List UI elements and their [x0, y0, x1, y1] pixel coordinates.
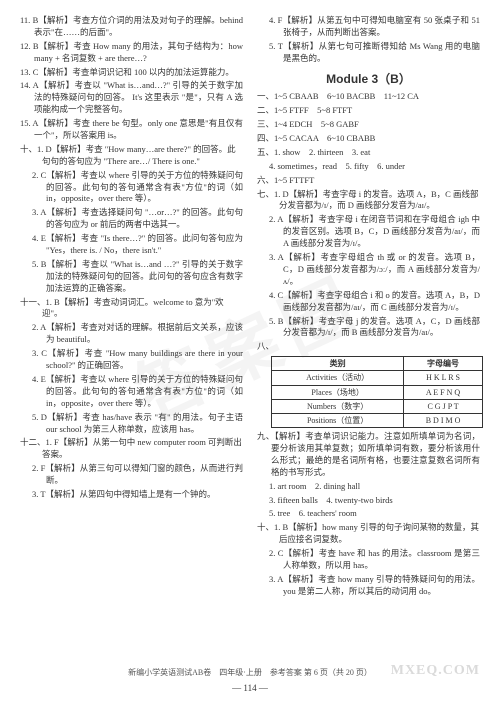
right-column: 4. F【解析】从第五句中可得知电脑室有 50 张桌子和 51 张椅子，从而判断…: [257, 15, 480, 660]
answer-item: 3. A【解析】考查选择疑问句 "…or…?" 的回答。此句句的答句应为 or …: [20, 207, 243, 231]
section-10-header: 十、1. D【解析】考查 "How many…are there?" 的回答。此…: [20, 144, 243, 168]
section-11-header: 十一、1. B【解析】考查动词词汇。welcome to 意为"欢迎"。: [20, 297, 243, 321]
answer-item: 4. E【解析】考查以 where 引导的关于方位的特殊疑问句的回答。此句句的答…: [20, 374, 243, 410]
answer-item: 11. B【解析】考查方位介词的用法及对句子的理解。behind 表示"在……的…: [20, 15, 243, 39]
answer-item: 14. A【解析】考查以 "What is…and…?" 引导的关于数字加法的特…: [20, 80, 243, 116]
table-header: 类别: [272, 357, 404, 371]
category-table: 类别 字母编号 Activities（活动） H K L R S Places（…: [271, 356, 483, 428]
section-7-header: 七、1. D【解析】考查字母 i 的发音。选项 A，B，C 画线部分发音都为/ɪ…: [257, 189, 480, 213]
section-8-header: 八、: [257, 341, 480, 353]
table-row: Positions（位置） B D I M O: [272, 413, 483, 427]
answer-item: 3. C【解析】考查 "How many buildings are there…: [20, 348, 243, 372]
table-header: 字母编号: [404, 357, 483, 371]
answer-item: 3. fifteen balls 4. twenty-two birds: [257, 495, 480, 507]
answer-line: 三、1~4 EDCH 5~8 GABF: [257, 119, 480, 131]
answer-item: 2. A【解析】考查字母 i 在闭音节词和在字母组合 igh 中的发音区别。选项…: [257, 214, 480, 250]
answer-item: 4. E【解析】考查 "Is there…?" 的回答。此问句答句应为 "Yes…: [20, 233, 243, 257]
answer-item: 4. C【解析】考查字母组合 i 和 o 的发音。选项 A，B，D 画线部分发音…: [257, 290, 480, 314]
answer-line: 四、1~5 CACAA 6~10 CBABB: [257, 133, 480, 145]
section-10-header: 十、1. B【解析】how many 引导的句子询问某物的数量，其后应接名词复数…: [257, 522, 480, 546]
table-row: Activities（活动） H K L R S: [272, 371, 483, 385]
answer-item: 2. C【解析】考查以 where 引导的关于方位的特殊疑问句的回答。此句句的答…: [20, 170, 243, 206]
section-6: 六、1~5 FTTFT: [257, 175, 480, 187]
answer-line: 二、1~5 FTFF 5~8 FTFT: [257, 105, 480, 117]
answer-item: 3. T【解析】从第四句中得知墙上是有一个钟的。: [20, 489, 243, 501]
answer-item: 5. T【解析】从第七句可推断得知给 Ms Wang 用的电脑是黑色的。: [257, 41, 480, 65]
answer-item: 2. C【解析】考查 have 和 has 的用法。classroom 是第三人…: [257, 548, 480, 572]
answer-item: 2. A【解析】考查对对话的理解。根据前后文关系，应该为 beautiful。: [20, 322, 243, 346]
answer-item: 3. A【解析】考查字母组合 th 或 or 的发音。选项 B，C，D 画线部分…: [257, 252, 480, 288]
answer-item: 5. B【解析】考查以 "What is…and …?" 引导的关于数字加法的特…: [20, 259, 243, 295]
section-5-header: 五、1. show 2. thirteen 3. eat: [257, 147, 480, 159]
answer-item: 13. C【解析】考查单词识记和 100 以内的加法运算能力。: [20, 67, 243, 79]
answer-item: 2. F【解析】从第三句可以得知门窗的颜色，从而进行判断。: [20, 463, 243, 487]
page-footer: 新编小学英语测试AB卷 四年级·上册 参考答案 第 6 页（共 20 页）: [0, 665, 500, 680]
answer-line: 一、1~5 CBAAB 6~10 BACBB 11~12 CA: [257, 91, 480, 103]
answer-item: 3. A【解析】考查 how many 引导的特殊疑问句的用法。you 是第二人…: [257, 574, 480, 598]
answer-item: 5. B【解析】考查字母 j 的发音。选项 A，C，D 画线部分发音都为/ɪ/，…: [257, 316, 480, 340]
answer-item: 1. art room 2. dining hall: [257, 481, 480, 493]
section-12-header: 十二、1. F【解析】从第一句中 new computer room 可判断出答…: [20, 437, 243, 461]
answer-item: 15. A【解析】考查 there be 句型。only one 意思是"有且仅…: [20, 118, 243, 142]
page-number: — 114 —: [0, 680, 500, 695]
module-title: Module 3（B）: [257, 71, 480, 88]
left-column: 11. B【解析】考查方位介词的用法及对句子的理解。behind 表示"在……的…: [20, 15, 243, 660]
table-row: Numbers（数字） C G J P T: [272, 399, 483, 413]
answer-item: 12. B【解析】考查 How many 的用法，其句子结构为：how many…: [20, 41, 243, 65]
answer-item: 4. F【解析】从第五句中可得知电脑室有 50 张桌子和 51 张椅子，从而判断…: [257, 15, 480, 39]
page-content: 11. B【解析】考查方位介词的用法及对句子的理解。behind 表示"在……的…: [0, 0, 500, 665]
section-9: 九、【解析】考查单词识记能力。注意如所填单词为名词，要分析该用其单复数；如所填单…: [257, 431, 480, 479]
answer-item: 5. tree 6. teachers' room: [257, 508, 480, 520]
answer-item: 4. sometimes，read 5. fifty 6. under: [257, 161, 480, 173]
table-row: Places（场地） A E F N Q: [272, 385, 483, 399]
answer-item: 5. D【解析】考查 has/have 表示 "有" 的用法。句子主语 our …: [20, 412, 243, 436]
